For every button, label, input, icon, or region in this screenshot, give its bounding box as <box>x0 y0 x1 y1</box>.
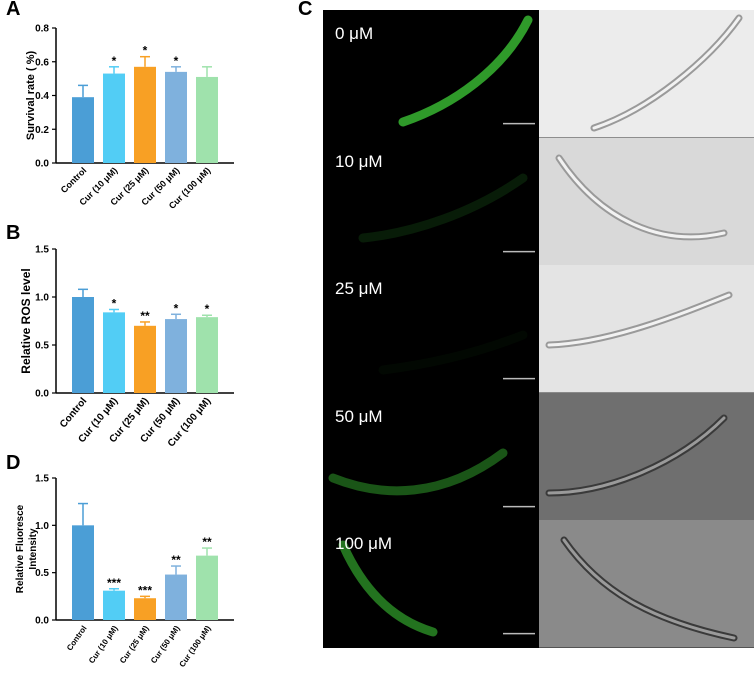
significance-label: ** <box>202 535 212 549</box>
category-label: Cur (25 μM) <box>118 624 151 665</box>
worm-body <box>547 293 731 347</box>
significance-label: * <box>143 44 148 58</box>
worm-fluorescence <box>358 173 528 243</box>
bar <box>134 325 156 393</box>
survival-rate-chart: 0.0 0.2 0.4 0.6 0.8 Survival rate ( %) Control… <box>25 24 234 211</box>
bar <box>165 71 187 163</box>
y-tick-label: 0.0 <box>35 616 49 627</box>
worm-body <box>547 416 726 495</box>
micrograph-row: 10 μM <box>323 137 754 266</box>
significance-label: *** <box>138 583 152 597</box>
panel-d-letter: D <box>6 452 21 474</box>
y-tick-label: 1.5 <box>35 474 49 485</box>
bar <box>196 555 218 620</box>
fluorescence-intensity-chart: 0.0 0.5 1.0 1.5 Relative Fluoresce Intensity C… <box>15 474 234 669</box>
panel-c-letter: C <box>298 0 313 20</box>
y-axis-label: Survival rate ( %) <box>25 51 37 141</box>
y-tick-label: 0.0 <box>35 389 49 400</box>
significance-label: * <box>174 301 179 315</box>
concentration-label: 25 μM <box>335 279 383 299</box>
significance-label: * <box>174 54 179 68</box>
fluorescence-image <box>328 448 535 508</box>
bar <box>103 312 125 393</box>
micrograph-row: 25 μM <box>323 265 754 393</box>
worm-fluorescence <box>398 15 533 127</box>
brightfield-image <box>539 10 754 138</box>
y-tick-label: 0.6 <box>35 57 49 68</box>
y-tick-label: 0.8 <box>35 24 49 35</box>
bar <box>196 76 218 163</box>
y-axis-label: Relative ROS level <box>19 268 33 373</box>
fluorescence-image <box>378 330 535 380</box>
brightfield-background <box>539 137 754 266</box>
significance-label: ** <box>171 553 181 567</box>
y-tick-label: 0.5 <box>35 341 49 352</box>
micrograph-row: 100 μM <box>323 520 754 648</box>
y-tick-label: 0.5 <box>35 568 49 579</box>
y-axis-label: Intensity <box>28 528 39 570</box>
y-tick-label: 1.0 <box>35 293 49 304</box>
bar <box>103 590 125 620</box>
concentration-label: 10 μM <box>335 151 383 171</box>
bar <box>134 66 156 163</box>
significance-label: *** <box>107 576 121 590</box>
worm-fluorescence <box>338 540 438 637</box>
y-tick-label: 0.0 <box>35 159 49 170</box>
bar <box>72 97 94 163</box>
concentration-label: 50 μM <box>335 406 383 426</box>
category-label: Control <box>65 624 89 652</box>
worm-body <box>557 156 726 238</box>
category-label: Control <box>58 396 89 430</box>
panel-a-letter: A <box>6 0 21 20</box>
y-axis-label: Relative Fluoresce <box>15 504 26 593</box>
y-tick-label: 0.2 <box>35 125 49 136</box>
worm-fluorescence <box>378 330 528 375</box>
brightfield-background <box>539 392 754 521</box>
bar <box>165 574 187 620</box>
fluorescence-image <box>358 173 535 252</box>
brightfield-background <box>539 10 754 138</box>
fluorescence-image <box>338 540 535 637</box>
bar <box>196 317 218 393</box>
y-tick-label: 1.5 <box>35 245 49 256</box>
worm-body <box>562 538 736 640</box>
bar <box>72 525 94 620</box>
significance-label: * <box>205 302 210 316</box>
significance-label: * <box>112 296 117 310</box>
worm-fluorescence <box>328 448 508 496</box>
category-label: Cur (10 μM) <box>87 624 120 665</box>
concentration-label: 100 μM <box>335 534 393 554</box>
brightfield-image <box>539 137 754 266</box>
significance-label: * <box>112 54 117 68</box>
bar <box>103 73 125 163</box>
fluorescence-image <box>398 15 535 127</box>
category-label: Cur (100 μM) <box>177 624 212 669</box>
brightfield-image <box>539 392 754 521</box>
concentration-label: 0 μM <box>335 24 374 43</box>
y-tick-label: 1.0 <box>35 521 49 532</box>
micrograph-row: 50 μM <box>323 392 754 521</box>
micrograph-grid: 0 μM 10 μM 25 μM 50 μM 100 μM <box>323 10 754 648</box>
y-tick-label: 0.4 <box>35 91 49 102</box>
worm-body <box>592 16 741 130</box>
brightfield-image <box>539 265 754 393</box>
bar <box>165 319 187 393</box>
category-label: Cur (50 μM) <box>149 624 182 665</box>
category-label: Control <box>59 165 89 195</box>
panel-b-letter: B <box>6 222 21 244</box>
significance-label: ** <box>140 309 150 323</box>
micrograph-row: 0 μM <box>323 10 754 138</box>
brightfield-background <box>539 520 754 648</box>
bar <box>72 297 94 393</box>
brightfield-image <box>539 520 754 648</box>
bar <box>134 598 156 620</box>
